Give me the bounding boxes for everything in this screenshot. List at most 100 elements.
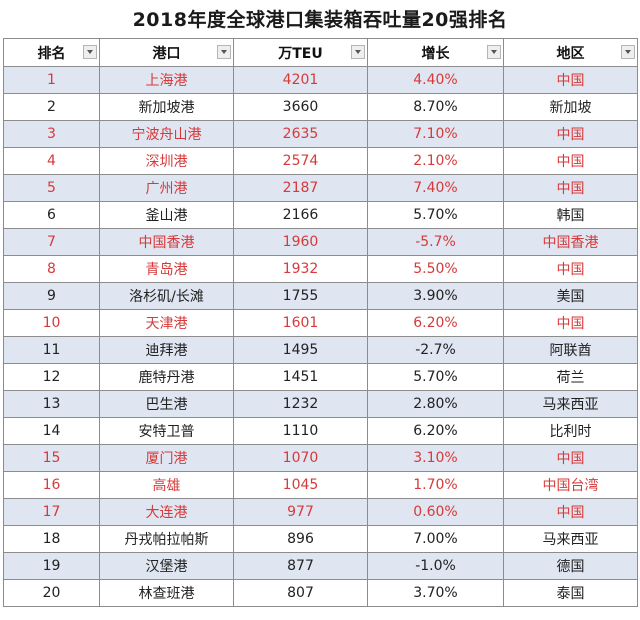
region-cell[interactable]: 马来西亚 [503,525,638,553]
teu-cell[interactable]: 1932 [233,255,368,283]
port-cell[interactable]: 新加坡港 [99,93,234,121]
region-cell[interactable]: 中国台湾 [503,471,638,499]
growth-cell[interactable]: 1.70% [367,471,504,499]
teu-cell[interactable]: 877 [233,552,368,580]
port-cell[interactable]: 丹戎帕拉帕斯 [99,525,234,553]
growth-cell[interactable]: 0.60% [367,498,504,526]
port-cell[interactable]: 青岛港 [99,255,234,283]
region-cell[interactable]: 中国 [503,120,638,148]
region-cell[interactable]: 荷兰 [503,363,638,391]
region-cell[interactable]: 德国 [503,552,638,580]
region-cell[interactable]: 中国 [503,309,638,337]
rank-cell[interactable]: 20 [3,579,100,607]
growth-cell[interactable]: 7.10% [367,120,504,148]
region-cell[interactable]: 中国 [503,255,638,283]
region-cell[interactable]: 比利时 [503,417,638,445]
teu-cell[interactable]: 2166 [233,201,368,229]
growth-cell[interactable]: 5.70% [367,363,504,391]
filter-dropdown-icon[interactable] [487,45,501,59]
port-cell[interactable]: 高雄 [99,471,234,499]
rank-cell[interactable]: 8 [3,255,100,283]
rank-cell[interactable]: 3 [3,120,100,148]
region-cell[interactable]: 中国 [503,66,638,94]
growth-cell[interactable]: 6.20% [367,417,504,445]
teu-cell[interactable]: 1960 [233,228,368,256]
rank-cell[interactable]: 7 [3,228,100,256]
region-cell[interactable]: 韩国 [503,201,638,229]
rank-cell[interactable]: 15 [3,444,100,472]
rank-cell[interactable]: 5 [3,174,100,202]
port-cell[interactable]: 中国香港 [99,228,234,256]
rank-cell[interactable]: 16 [3,471,100,499]
region-cell[interactable]: 马来西亚 [503,390,638,418]
rank-cell[interactable]: 1 [3,66,100,94]
region-cell[interactable]: 泰国 [503,579,638,607]
port-cell[interactable]: 迪拜港 [99,336,234,364]
rank-cell[interactable]: 10 [3,309,100,337]
port-cell[interactable]: 巴生港 [99,390,234,418]
port-cell[interactable]: 厦门港 [99,444,234,472]
region-cell[interactable]: 中国 [503,498,638,526]
region-cell[interactable]: 中国 [503,174,638,202]
teu-cell[interactable]: 807 [233,579,368,607]
port-cell[interactable]: 林查班港 [99,579,234,607]
growth-cell[interactable]: -5.7% [367,228,504,256]
port-cell[interactable]: 釜山港 [99,201,234,229]
rank-cell[interactable]: 9 [3,282,100,310]
growth-cell[interactable]: 3.10% [367,444,504,472]
rank-cell[interactable]: 2 [3,93,100,121]
region-cell[interactable]: 新加坡 [503,93,638,121]
growth-cell[interactable]: 5.50% [367,255,504,283]
port-cell[interactable]: 大连港 [99,498,234,526]
port-cell[interactable]: 汉堡港 [99,552,234,580]
region-cell[interactable]: 中国 [503,444,638,472]
filter-dropdown-icon[interactable] [83,45,97,59]
filter-dropdown-icon[interactable] [217,45,231,59]
growth-cell[interactable]: 5.70% [367,201,504,229]
teu-cell[interactable]: 1755 [233,282,368,310]
teu-cell[interactable]: 1495 [233,336,368,364]
region-cell[interactable]: 中国香港 [503,228,638,256]
growth-cell[interactable]: 7.40% [367,174,504,202]
rank-cell[interactable]: 6 [3,201,100,229]
teu-cell[interactable]: 977 [233,498,368,526]
teu-cell[interactable]: 3660 [233,93,368,121]
region-cell[interactable]: 美国 [503,282,638,310]
growth-cell[interactable]: 3.70% [367,579,504,607]
port-cell[interactable]: 洛杉矶/长滩 [99,282,234,310]
teu-cell[interactable]: 4201 [233,66,368,94]
port-cell[interactable]: 上海港 [99,66,234,94]
growth-cell[interactable]: 8.70% [367,93,504,121]
growth-cell[interactable]: -1.0% [367,552,504,580]
rank-cell[interactable]: 18 [3,525,100,553]
region-cell[interactable]: 中国 [503,147,638,175]
teu-cell[interactable]: 2635 [233,120,368,148]
teu-cell[interactable]: 896 [233,525,368,553]
teu-cell[interactable]: 1045 [233,471,368,499]
teu-cell[interactable]: 2574 [233,147,368,175]
rank-cell[interactable]: 13 [3,390,100,418]
growth-cell[interactable]: 2.10% [367,147,504,175]
growth-cell[interactable]: 7.00% [367,525,504,553]
rank-cell[interactable]: 11 [3,336,100,364]
port-cell[interactable]: 天津港 [99,309,234,337]
teu-cell[interactable]: 1110 [233,417,368,445]
growth-cell[interactable]: -2.7% [367,336,504,364]
teu-cell[interactable]: 1232 [233,390,368,418]
growth-cell[interactable]: 6.20% [367,309,504,337]
port-cell[interactable]: 广州港 [99,174,234,202]
region-cell[interactable]: 阿联酋 [503,336,638,364]
port-cell[interactable]: 鹿特丹港 [99,363,234,391]
growth-cell[interactable]: 4.40% [367,66,504,94]
teu-cell[interactable]: 2187 [233,174,368,202]
port-cell[interactable]: 安特卫普 [99,417,234,445]
filter-dropdown-icon[interactable] [621,45,635,59]
port-cell[interactable]: 宁波舟山港 [99,120,234,148]
rank-cell[interactable]: 17 [3,498,100,526]
teu-cell[interactable]: 1601 [233,309,368,337]
growth-cell[interactable]: 2.80% [367,390,504,418]
rank-cell[interactable]: 19 [3,552,100,580]
port-cell[interactable]: 深圳港 [99,147,234,175]
teu-cell[interactable]: 1070 [233,444,368,472]
filter-dropdown-icon[interactable] [351,45,365,59]
